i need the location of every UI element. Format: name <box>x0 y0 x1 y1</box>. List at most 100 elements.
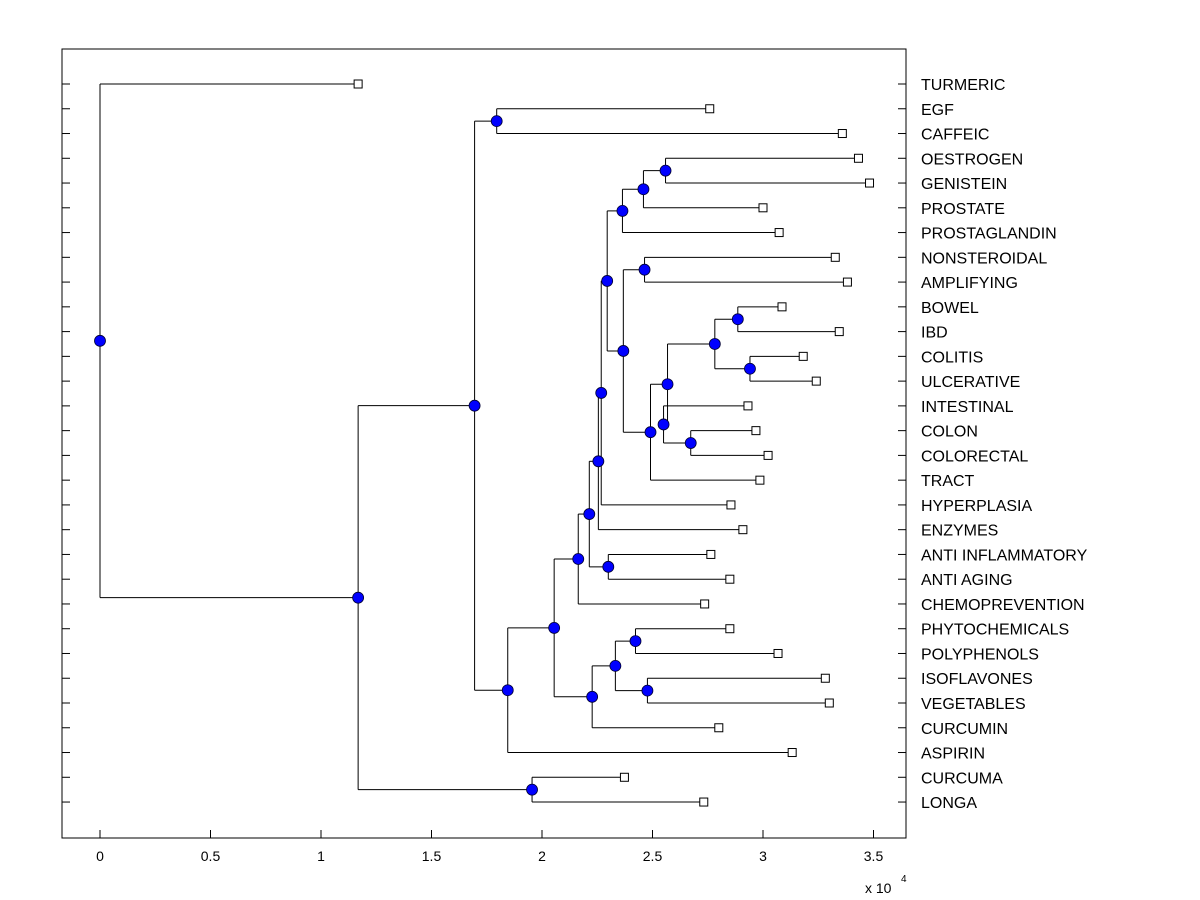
leaf-marker <box>865 178 875 188</box>
leaf-marker <box>773 648 783 658</box>
leaf-label: INTESTINAL <box>921 399 1014 416</box>
x-tick-label: 3 <box>759 848 767 864</box>
leaf-marker <box>824 698 834 708</box>
merge-node-marker <box>352 591 365 604</box>
leaf-marker <box>751 426 761 436</box>
x-tick-label: 2 <box>538 848 546 864</box>
merge-node-marker <box>657 418 670 431</box>
x-tick-label: 0.5 <box>201 848 221 864</box>
leaf-marker <box>758 203 768 213</box>
plot-area <box>61 48 907 839</box>
leaf-label: ANTI AGING <box>921 572 1013 589</box>
leaf-label: BOWEL <box>921 300 979 317</box>
leaf-label: AMPLIFYING <box>921 275 1018 292</box>
leaf-marker <box>743 401 753 411</box>
x-tick-label: 3.5 <box>864 848 884 864</box>
leaf-label: ASPIRIN <box>921 746 985 763</box>
merge-node-marker <box>592 455 605 468</box>
leaf-marker <box>706 549 716 559</box>
merge-node-marker <box>731 313 744 326</box>
leaf-marker <box>725 624 735 634</box>
leaf-label: NONSTEROIDAL <box>921 250 1047 267</box>
leaf-label: IBD <box>921 325 948 342</box>
leaf-marker <box>787 748 797 758</box>
leaf-label: LONGA <box>921 795 977 812</box>
leaf-marker <box>699 797 709 807</box>
leaf-label: POLYPHENOLS <box>921 646 1039 663</box>
leaf-marker <box>842 277 852 287</box>
leaf-label: ISOFLAVONES <box>921 671 1033 688</box>
x-tick-label: 1 <box>317 848 325 864</box>
merge-node-marker <box>526 783 538 796</box>
merge-node-marker <box>659 164 672 177</box>
leaf-marker <box>798 351 808 361</box>
leaf-label: PHYTOCHEMICALS <box>921 622 1069 639</box>
merge-node-marker <box>708 338 721 350</box>
leaf-label: COLITIS <box>921 349 983 366</box>
merge-node-marker <box>744 362 756 375</box>
x-scale-exponent: 4 <box>901 874 907 885</box>
leaf-label: TRACT <box>921 473 975 490</box>
leaf-marker <box>700 599 710 609</box>
leaf-label: CURCUMA <box>921 770 1003 787</box>
leaf-label: EGF <box>921 102 954 119</box>
leaf-marker <box>837 129 847 139</box>
merge-node-marker <box>548 622 561 634</box>
merge-node-marker <box>583 508 596 520</box>
leaf-label: COLON <box>921 424 978 441</box>
leaf-marker <box>834 327 844 337</box>
leaf-marker <box>774 228 784 238</box>
merge-node-marker <box>638 263 651 276</box>
leaf-label: PROSTATE <box>921 201 1005 218</box>
leaf-label: TURMERIC <box>921 77 1005 94</box>
merge-node-marker <box>468 399 481 412</box>
merge-node-marker <box>586 690 599 703</box>
merge-node-marker <box>641 684 654 697</box>
merge-node-marker <box>94 334 106 347</box>
leaf-marker <box>353 79 363 89</box>
merge-node-marker <box>637 183 650 196</box>
leaf-marker <box>714 723 724 733</box>
merge-node-marker <box>609 659 622 672</box>
merge-node-marker <box>572 553 585 565</box>
x-tick-label: 1.5 <box>422 848 442 864</box>
leaf-label: HYPERPLASIA <box>921 498 1032 515</box>
leaf-label: ANTI INFLAMMATORY <box>921 547 1088 564</box>
merge-node-marker <box>602 560 615 573</box>
leaf-marker <box>811 376 821 386</box>
merge-node-marker <box>601 275 614 287</box>
leaf-marker <box>820 673 830 683</box>
leaf-marker <box>853 153 863 163</box>
leaf-label: VEGETABLES <box>921 696 1026 713</box>
leaf-marker <box>738 525 748 535</box>
leaf-marker <box>777 302 787 312</box>
merge-node-marker <box>490 115 503 128</box>
leaf-marker <box>705 104 715 114</box>
merge-node-marker <box>661 378 674 391</box>
merge-node-marker <box>644 426 657 439</box>
leaf-label: CHEMOPREVENTION <box>921 597 1085 614</box>
merge-node-marker <box>629 635 642 647</box>
merge-node-marker <box>595 387 608 399</box>
leaf-label: COLORECTAL <box>921 448 1028 465</box>
leaf-label: ENZYMES <box>921 523 998 540</box>
leaf-label: CAFFEIC <box>921 127 989 144</box>
leaf-marker <box>726 500 736 510</box>
leaf-label: OESTROGEN <box>921 151 1023 168</box>
merge-node-marker <box>617 345 630 357</box>
leaf-marker <box>725 574 735 584</box>
x-tick-label: 2.5 <box>643 848 663 864</box>
leaf-label: ULCERATIVE <box>921 374 1020 391</box>
leaf-label: CURCUMIN <box>921 721 1008 738</box>
leaf-marker <box>755 475 765 485</box>
x-tick-label: 0 <box>96 848 104 864</box>
merge-node-marker <box>684 437 697 449</box>
x-scale-label: x 10 <box>865 880 892 896</box>
leaf-label: PROSTAGLANDIN <box>921 226 1057 243</box>
leaf-marker <box>619 772 629 782</box>
merge-node-marker <box>501 684 514 697</box>
leaf-label: GENISTEIN <box>921 176 1007 193</box>
merge-node-marker <box>616 204 629 217</box>
leaf-marker <box>763 450 773 460</box>
